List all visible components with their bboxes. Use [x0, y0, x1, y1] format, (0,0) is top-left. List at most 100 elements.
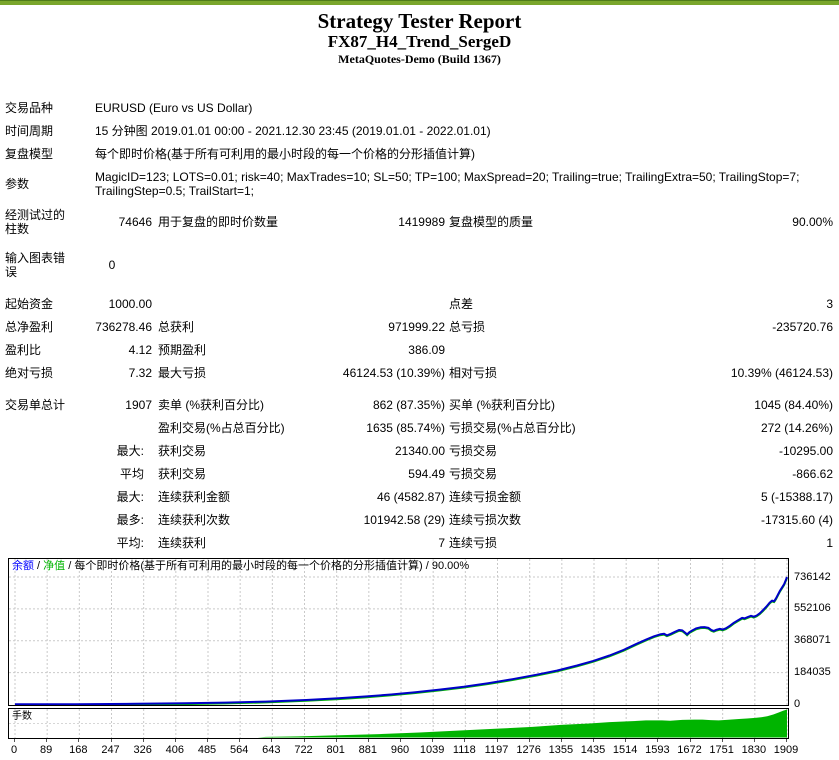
row-value: 4.12: [128, 342, 152, 357]
row-value: 7.32: [128, 365, 152, 380]
table-row: 最大: 获利交易 21340.00 亏损交易 -10295.00: [0, 439, 839, 462]
row-label: 最大亏损: [158, 365, 207, 380]
strategy-name: FX87_H4_Trend_SergeD: [327, 32, 512, 51]
x-axis-label: 1355: [548, 744, 574, 756]
legend-item: 90.00%: [431, 560, 470, 572]
row-label: 盈利比: [5, 342, 42, 357]
axis-tick: [689, 739, 691, 742]
table-row: 最多: 连续获利次数 101942.58 (29) 连续亏损次数 -17315.60 (…: [0, 508, 839, 531]
row-label: 总亏损: [449, 319, 486, 334]
row-label: 连续获利金额: [158, 489, 231, 504]
axis-tick: [239, 739, 241, 742]
legend-item: 余额: [12, 560, 34, 572]
row-value: 386.09: [408, 342, 445, 357]
row-value: 46124.53 (10.39%): [342, 365, 445, 380]
x-axis-label: 1672: [677, 744, 702, 756]
x-axis-label: 485: [197, 744, 217, 756]
axis-tick: [271, 739, 273, 742]
row-value: 1635 (85.74%): [366, 420, 445, 435]
charts-area: 余额 / 净值 / 每个即时价格(基于所有可利用的最小时段的每一个价格的分形插值…: [0, 558, 839, 758]
row-prefix: 平均:: [116, 535, 144, 550]
axis-tick: [560, 739, 562, 742]
row-prefix: 平均: [119, 466, 144, 481]
table-row: 参数 MagicID=123; LOTS=0.01; risk=40; MaxTr…: [0, 165, 839, 203]
axis-tick: [142, 739, 144, 742]
lots-area: [15, 709, 787, 738]
row-value: 74646: [118, 215, 152, 229]
row-value: 7: [438, 535, 445, 550]
x-axis-label: 643: [262, 744, 281, 756]
y-axis-label: 736142: [794, 570, 831, 583]
axis-tick: [657, 739, 659, 742]
x-axis-label: 722: [294, 744, 313, 756]
row-label: 亏损交易(%占总百分比): [449, 420, 576, 435]
row-label: 输入图表错误: [5, 251, 66, 279]
x-axis-label: 801: [326, 744, 345, 756]
x-axis-label: 1039: [419, 744, 445, 756]
x-axis-ticks: [8, 739, 789, 743]
axis-tick: [400, 739, 401, 742]
row-label: 交易品种: [5, 100, 54, 115]
x-axis-label: 406: [165, 744, 185, 756]
y-axis-label: 368071: [794, 634, 831, 647]
legend-item: 每个即时价格(基于所有可利用的最小时段的每一个价格的分形插值计算): [74, 560, 423, 572]
row-value: 736278.46: [95, 319, 152, 334]
row-label: 复盘模型的质量: [449, 215, 534, 229]
x-axis-label: 247: [101, 744, 120, 756]
y-axis-label: 184035: [794, 666, 831, 679]
top-accent-bar: [0, 0, 839, 5]
row-value: -10295.00: [778, 443, 833, 458]
row-label: 亏损交易: [449, 466, 498, 481]
row-label: 连续获利次数: [158, 512, 231, 527]
y-axis-label: 0: [794, 698, 801, 710]
table-row: 经测试过的柱数 74646 用于复盘的即时价数量 1419989 复盘模型的质量 90.0…: [0, 203, 839, 241]
x-axis-label: 564: [229, 744, 249, 756]
row-value: 0: [108, 258, 116, 272]
axis-tick: [464, 739, 466, 742]
row-label: 参数: [5, 177, 30, 191]
axis-tick: [14, 739, 15, 742]
legend-item: 净值: [43, 560, 66, 572]
table-row: 盈利交易(%占总百分比) 1635 (85.74%) 亏损交易(%占总百分比) 272…: [0, 416, 839, 439]
axis-tick: [593, 739, 594, 742]
row-value: -235720.76: [772, 319, 833, 334]
row-value: EURUSD (Euro vs US Dollar): [95, 100, 253, 115]
x-axis-label: 168: [69, 744, 88, 756]
x-axis-label: 0: [10, 744, 18, 756]
row-value: 90.00%: [792, 215, 833, 229]
row-value: 1907: [125, 397, 152, 412]
axis-tick: [432, 739, 434, 742]
x-axis-label: 960: [390, 744, 410, 756]
table-row: 总净盈利 736278.46 总获利 971999.22 总亏损 -235720.76: [0, 315, 839, 338]
row-label: 卖单 (%获利百分比): [158, 397, 264, 412]
x-axis-label: 326: [133, 744, 152, 756]
row-value: 每个即时价格(基于所有可利用的最小时段的每一个价格的分形插值计算): [95, 146, 475, 161]
row-value: 1045 (84.40%): [754, 397, 833, 412]
row-value: -17315.60 (4): [760, 512, 833, 527]
x-axis-label: 1276: [516, 744, 541, 756]
table-row: 复盘模型 每个即时价格(基于所有可利用的最小时段的每一个价格的分形插值计算): [0, 142, 839, 165]
x-axis-label: 881: [358, 744, 378, 756]
axis-tick: [367, 739, 369, 742]
x-axis-label: 89: [40, 744, 53, 756]
report-table: 交易品种 EURUSD (Euro vs US Dollar) 时间周期 15 分钟图…: [0, 96, 839, 554]
row-value: 1: [826, 535, 833, 550]
row-label: 连续亏损次数: [449, 512, 522, 527]
x-axis-label: 1435: [580, 744, 606, 756]
row-value: 15 分钟图 2019.01.01 00:00 - 2021.12.30 23:…: [95, 123, 491, 138]
axis-tick: [303, 739, 305, 742]
page-title: Strategy Tester Report: [317, 9, 522, 33]
row-value: 971999.22: [388, 319, 445, 334]
table-row: 输入图表错误 0: [0, 246, 839, 284]
axis-tick: [721, 739, 723, 742]
row-value: 1419989: [398, 215, 445, 229]
row-value: 862 (87.35%): [372, 397, 445, 412]
balance-chart: 余额 / 净值 / 每个即时价格(基于所有可利用的最小时段的每一个价格的分形插值…: [8, 558, 789, 707]
row-prefix: 最大:: [116, 489, 144, 504]
row-value: -866.62: [792, 466, 833, 481]
row-value: 101942.58 (29): [363, 512, 445, 527]
row-value: 10.39% (46124.53): [730, 365, 833, 380]
row-label: 连续亏损: [449, 535, 498, 550]
row-value: 1000.00: [108, 296, 152, 311]
x-axis-label: 1751: [709, 744, 734, 756]
